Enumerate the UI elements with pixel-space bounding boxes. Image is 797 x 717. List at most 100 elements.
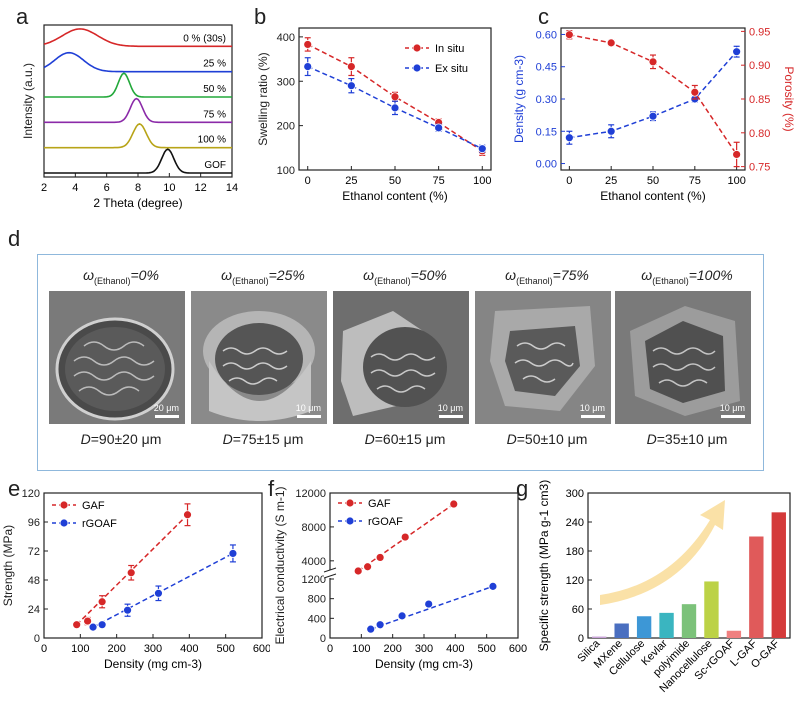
panel-label-a: a: [16, 4, 29, 29]
bar: [681, 604, 697, 638]
y-tick-label: 4000: [302, 556, 326, 568]
xrd-curve: [43, 51, 232, 73]
data-point: [59, 500, 69, 510]
scale-bar-4: 10 μm: [720, 403, 745, 418]
plot-frame: [329, 492, 519, 639]
x-tick-label: 500: [477, 643, 495, 655]
x-tick-label: 2: [41, 182, 47, 194]
series-label: 100 %: [198, 135, 226, 146]
y-tick-label: 8000: [302, 522, 326, 534]
scale-bar-0: 20 μm: [154, 403, 179, 418]
specific-strength-chart: 0 60 120 180 240 300 Specific strength (MPa g-…: [537, 480, 791, 695]
y-tick-label: 800: [308, 594, 326, 606]
data-point: [303, 62, 313, 72]
sem-header-2: ω(Ethanol)=50%: [363, 267, 447, 286]
data-point: [363, 562, 372, 572]
x-tick-label: 10: [163, 182, 175, 194]
bar: [636, 616, 652, 638]
x-tick-label: 25: [345, 175, 357, 187]
data-point: [488, 581, 498, 591]
x-tick-label: 300: [415, 643, 433, 655]
series-label: 75 %: [203, 109, 226, 120]
y-tick-label: 0.15: [536, 126, 557, 138]
sem-diameter-3: D=50±10 μm: [506, 431, 588, 447]
data-point: [400, 532, 410, 542]
x-tick-label: 0: [566, 175, 572, 187]
sem-image-2: 10 μm: [333, 291, 469, 424]
bar: [592, 636, 607, 638]
series-line: [569, 51, 738, 139]
x-tick-label: 300: [144, 643, 162, 655]
data-point: [366, 624, 376, 634]
y-axis-label: Electrical conductivity (S m-1): [273, 486, 287, 644]
axis-break-mark: [323, 567, 337, 573]
panel-label-b: b: [254, 4, 267, 29]
trend-line: [76, 514, 189, 626]
data-point: [97, 620, 107, 630]
bar: [659, 612, 674, 638]
data-point: [353, 566, 363, 576]
legend-label: GAF: [82, 500, 105, 512]
sem-header-1: ω(Ethanol)=25%: [221, 267, 305, 286]
sem-image-3: 10 μm: [475, 291, 611, 424]
plot-frame: [43, 24, 233, 178]
data-point: [477, 144, 487, 154]
data-point: [375, 620, 385, 630]
x-tick-label: 8: [135, 182, 141, 194]
trend-arrow: [600, 500, 725, 605]
y-tick-label: 96: [28, 517, 40, 529]
data-point: [390, 92, 400, 102]
xrd-curve: [44, 123, 232, 149]
series-label: 25 %: [203, 59, 226, 70]
x-tick-label: 400: [180, 643, 198, 655]
xrd-chart: 2 4 6 8 10 12 14 2 Theta (degree) Intensity (a.u…: [21, 24, 238, 210]
data-point: [345, 498, 355, 508]
x-tick-label: 100: [71, 643, 89, 655]
xrd-curve: [44, 148, 232, 174]
y-right-tick-label: 0.90: [749, 60, 770, 72]
conductivity-density-chart: 0 100 200 300 400 500 600 0 400 800 1200 4000 8000 12…: [273, 486, 527, 671]
axis-break-mark: [323, 573, 337, 579]
sem-diameter-1: D=75±15 μm: [222, 431, 304, 447]
sem-image-panel: ω(Ethanol)=0% ω(Ethanol)=25% ω(Ethanol)=…: [37, 254, 764, 471]
y-tick-label: 12000: [295, 488, 326, 500]
series-line: [307, 43, 483, 152]
y-tick-label: 400: [308, 613, 326, 625]
xrd-curve: [44, 97, 232, 124]
data-point: [390, 103, 400, 113]
sem-diameter-2: D=60±15 μm: [364, 431, 446, 447]
x-tick-label: 50: [389, 175, 401, 187]
y-tick-label: 200: [277, 121, 295, 133]
data-point: [397, 611, 407, 621]
legend-label: Ex situ: [435, 63, 468, 75]
x-tick-label: 100: [727, 175, 745, 187]
data-point: [424, 599, 434, 609]
y-tick-label: 0: [34, 633, 40, 645]
legend-label: rGOAF: [368, 516, 403, 528]
y-tick-label: 0.00: [536, 159, 557, 171]
x-tick-label: 6: [104, 182, 110, 194]
x-tick-label: 200: [383, 643, 401, 655]
swelling-ratio-chart: 0 25 50 75 100 100 200 300 400 Ethanol content (%…: [256, 27, 492, 203]
data-point: [648, 57, 658, 67]
data-point: [648, 111, 658, 121]
y-tick-label: 120: [22, 488, 40, 500]
y-axis-label: Swelling ratio (%): [256, 52, 270, 145]
panel-label-e: e: [8, 476, 21, 501]
panel-label-f: f: [268, 476, 275, 501]
x-tick-label: 0: [41, 643, 47, 655]
data-point: [88, 622, 98, 632]
y-tick-label: 100: [277, 165, 295, 177]
x-axis-label: Ethanol content (%): [342, 189, 447, 203]
data-point: [72, 620, 82, 630]
data-point: [303, 40, 313, 49]
x-axis-label: Density (mg cm-3): [375, 657, 473, 671]
x-tick-label: 400: [446, 643, 464, 655]
y-right-tick-label: 0.85: [749, 94, 770, 106]
y-tick-label: 0: [578, 633, 584, 645]
bar: [614, 623, 629, 638]
x-tick-label: 25: [605, 175, 617, 187]
xrd-curve: [44, 72, 232, 98]
panel-label-c: c: [538, 4, 549, 29]
series-label: 0 % (30s): [183, 33, 226, 44]
